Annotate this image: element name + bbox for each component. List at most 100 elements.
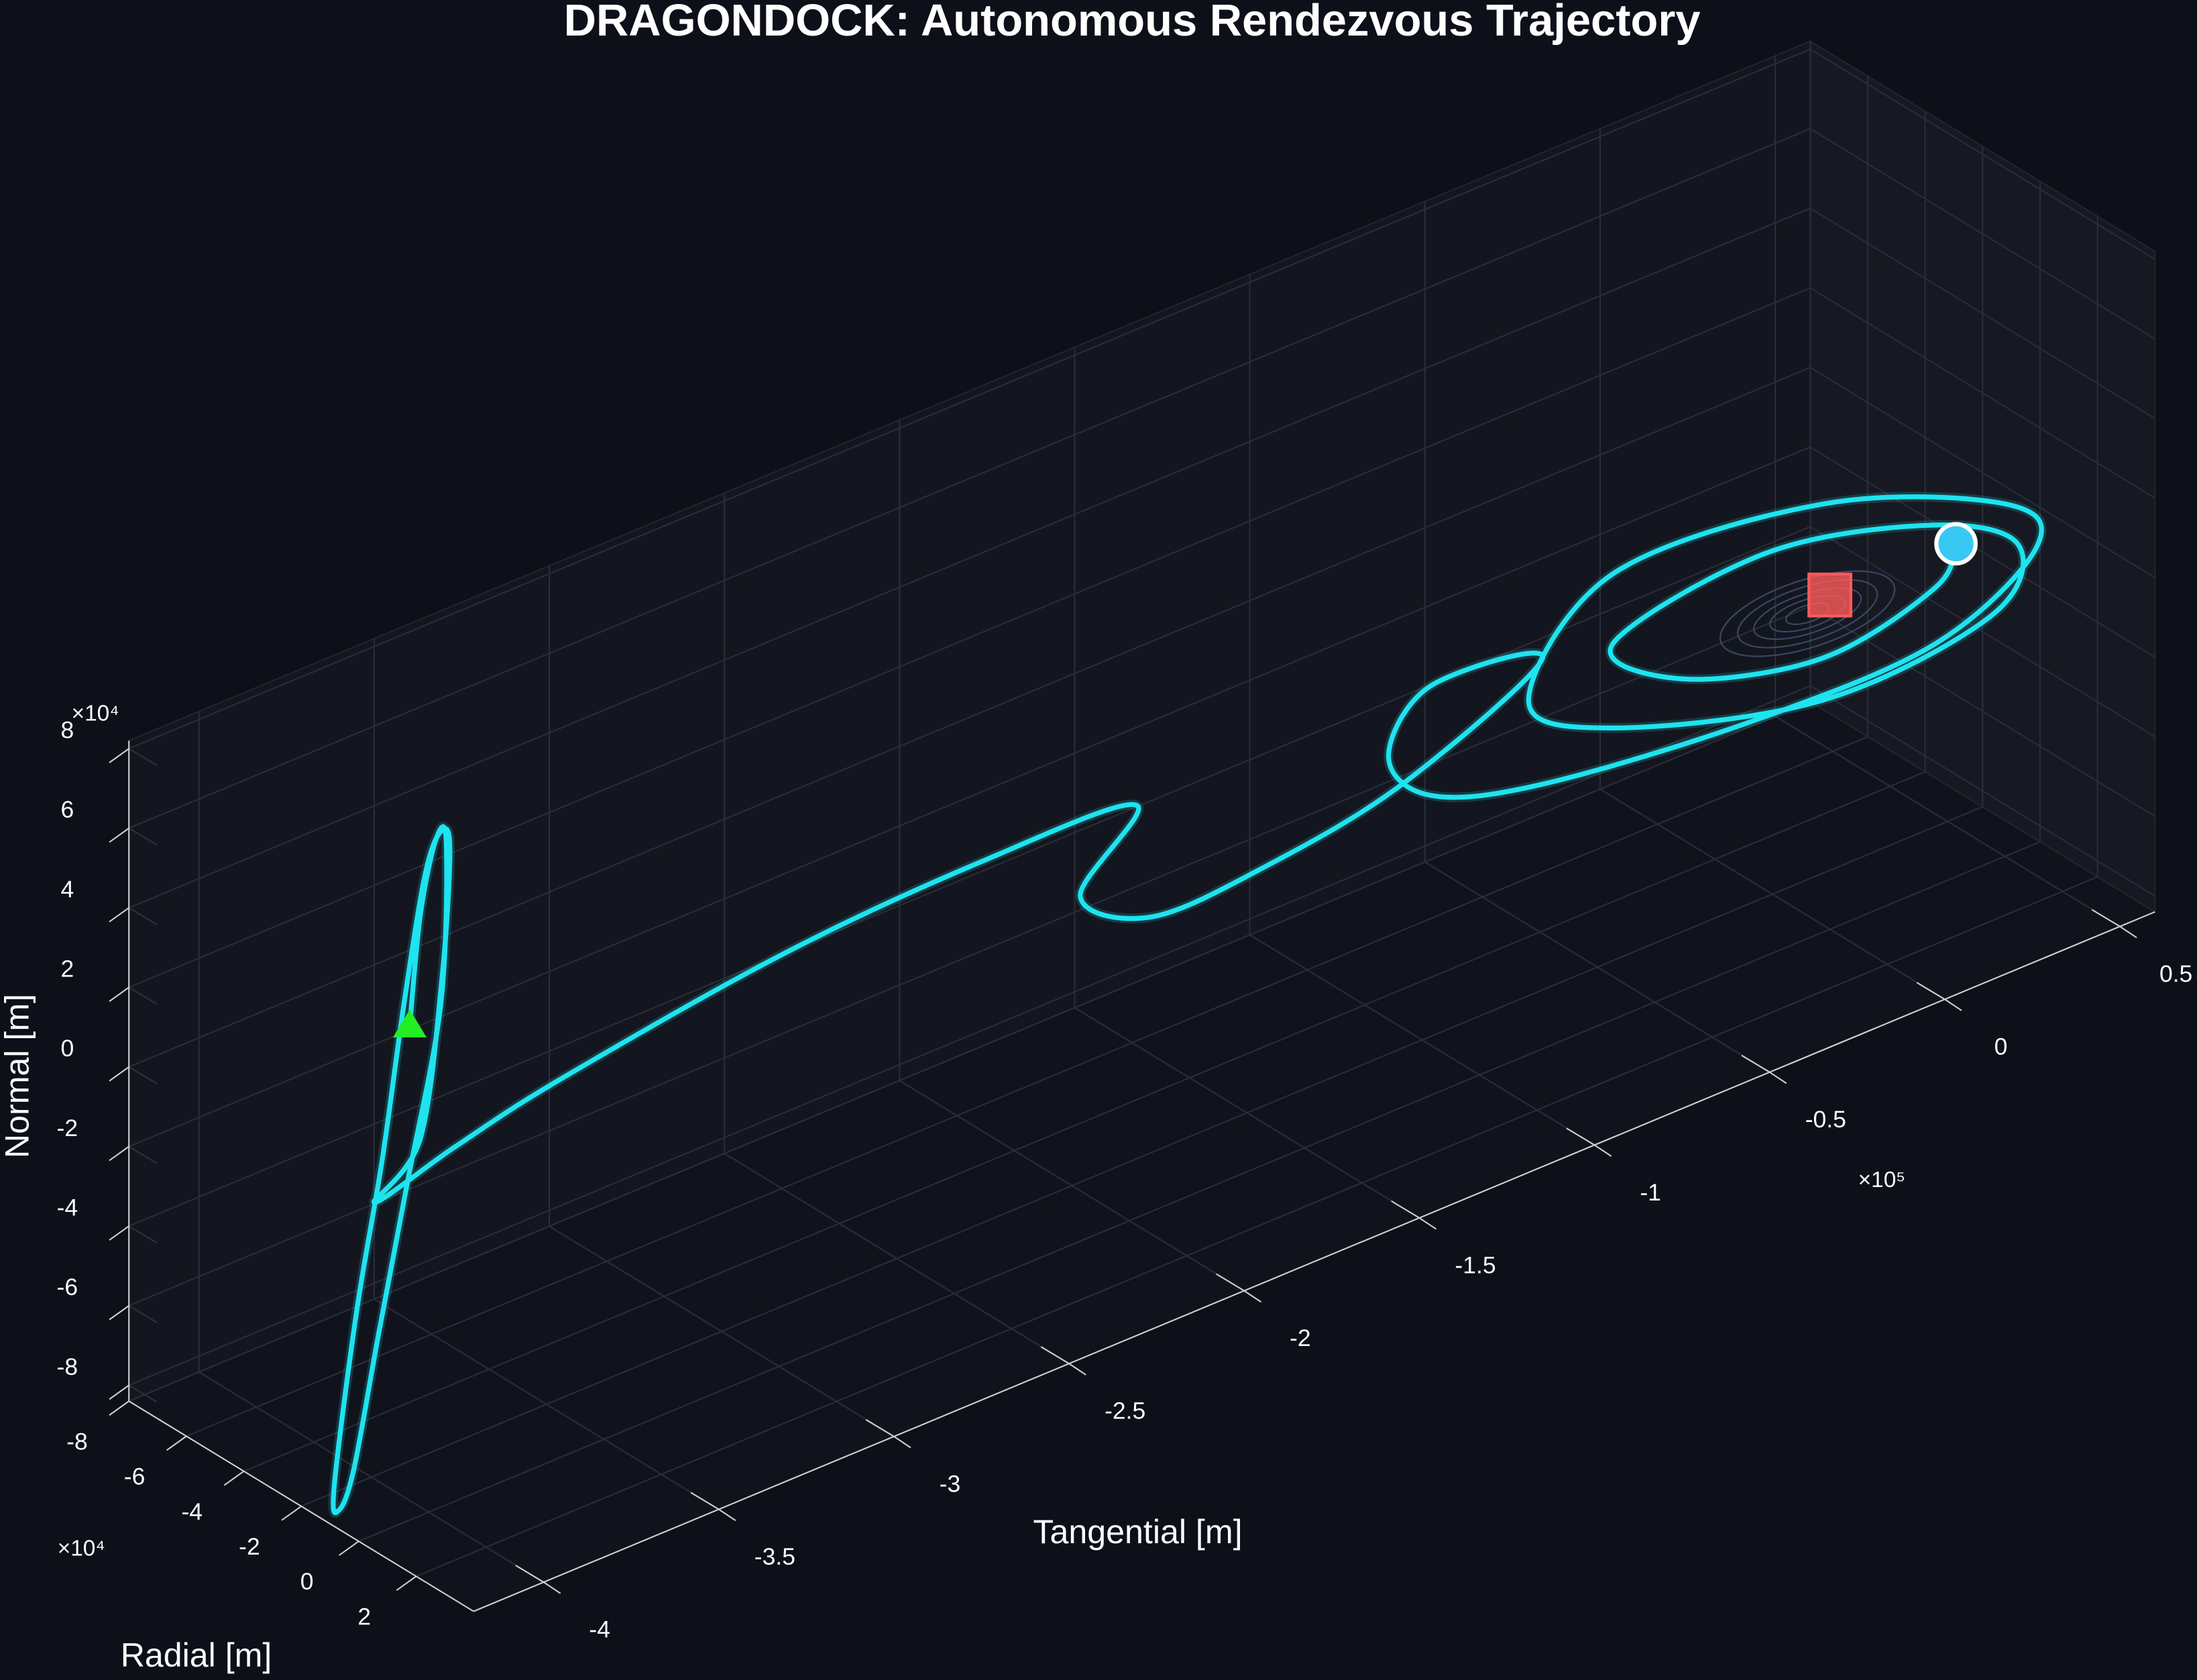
z-tick [109,1384,129,1400]
y-tick [396,1575,417,1591]
z-tick [109,748,129,763]
grid-line [128,287,1811,989]
trajectory-line [331,494,2044,1516]
z-tick [109,1145,129,1162]
x-tick [1566,1127,1595,1146]
grid-line [416,876,2098,1577]
y-tick [223,1470,245,1486]
x-tick [1215,1273,1245,1292]
z-tick-label: -6 [57,1274,78,1300]
grid-line [1809,446,2155,658]
x-tick [1916,982,1946,1000]
z-tick [109,987,129,1002]
y-tick [339,1541,359,1556]
contour [1720,570,1896,657]
x-tick [718,1508,736,1522]
x-exponent: ×10⁵ [1858,1168,1906,1192]
y-tick-label: -4 [181,1498,203,1525]
grid-line [1809,367,2155,579]
grid-line [128,685,1811,1386]
x-tick [690,1492,720,1510]
grid-line [1809,606,2155,818]
grid-line [1809,48,2155,260]
z-tick [128,907,158,926]
x-tick [1068,1363,1086,1376]
z-tick-label: 0 [60,1035,74,1062]
z-tick-label: 4 [60,876,74,903]
grid-line [1809,207,2155,419]
y-tick-label: 2 [357,1603,371,1630]
grid-line [128,526,1811,1227]
y-tick [109,1400,129,1416]
grid-line [128,127,1811,829]
grid-line [186,736,1868,1437]
grid-line [128,48,1811,750]
z-tick-label: -2 [57,1115,78,1141]
target-marker [1807,572,1853,618]
end-marker [1934,522,1978,566]
grid-line [243,771,1926,1472]
z-tick [128,987,158,1005]
start-marker [392,1009,427,1038]
grid-line [128,366,1811,1068]
grid-line [128,701,1811,1402]
x-tick-label: -1 [1640,1179,1661,1206]
x-tick [2091,909,2121,928]
contour [1737,579,1878,649]
x-tick-label: -2.5 [1105,1398,1145,1424]
y-tick-label: -6 [124,1463,146,1490]
z-tick-label: 6 [60,796,74,823]
x-tick-label: -3 [940,1470,961,1497]
z-tick [128,828,158,846]
y-tick-label: -2 [239,1533,260,1560]
z-tick [128,1384,158,1403]
x-tick-label: -4 [589,1616,610,1643]
grid-line [128,207,1811,909]
z-exponent: ×10⁴ [72,701,119,726]
x-tick [865,1418,895,1437]
x-tick-label: -0.5 [1805,1106,1846,1133]
z-tick [109,1066,129,1082]
z-tick-label: -4 [57,1194,78,1221]
grid-line [1809,685,2155,897]
x-tick [1769,1071,1787,1084]
x-tick-label: -2 [1290,1325,1311,1351]
z-tick [109,1305,129,1321]
x-tick [1391,1200,1420,1219]
plot [328,492,2047,1518]
y-tick [166,1435,187,1451]
z-tick [128,1304,158,1323]
z-tick-label: 2 [60,956,74,983]
x-tick-label: -3.5 [754,1543,795,1570]
x-tick [1418,1217,1437,1230]
y-axis-line [128,1400,474,1612]
z-tick [128,1225,158,1244]
x-tick [893,1436,911,1449]
y-axis-title: Radial [m] [121,1636,272,1674]
x-tick [1594,1144,1612,1157]
grid-line [128,605,1811,1306]
y-tick-label: 0 [300,1568,314,1595]
grid [128,41,2155,1583]
y-tick-label: -8 [66,1428,88,1455]
z-tick [109,907,129,923]
x-tick [515,1565,545,1583]
z-tick [109,1225,129,1241]
grid-line [1809,526,2155,738]
x-axis-line [473,911,2155,1612]
y-exponent: ×10⁴ [58,1536,105,1561]
grid-line [300,806,1983,1507]
grid-line [1809,287,2155,499]
x-tick-label: 0 [1994,1033,2008,1060]
chart-title: DRAGONDOCK: Autonomous Rendezvous Trajec… [564,0,1701,46]
x-tick-label: 0.5 [2159,960,2192,987]
z-tick [128,1066,158,1084]
z-axis-title: Normal [m] [0,994,36,1158]
x-axis-title: Tangential [m] [1033,1513,1242,1551]
z-tick [128,1145,158,1164]
z-tick-label: -8 [57,1353,78,1380]
y-tick [281,1506,302,1521]
x-tick [1741,1054,1770,1073]
z-tick [128,748,158,767]
